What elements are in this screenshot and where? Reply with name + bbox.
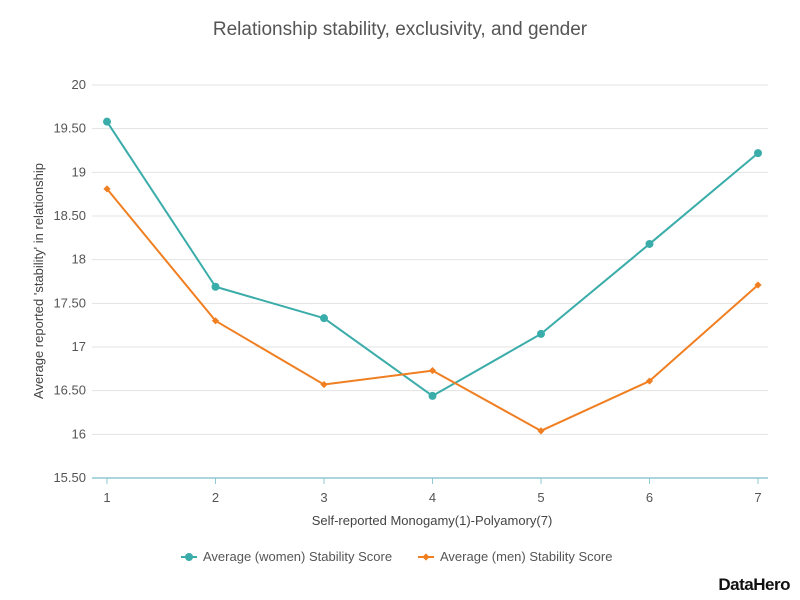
x-tick-label: 3 (320, 490, 327, 505)
y-tick-label: 17 (72, 339, 86, 354)
x-tick-label: 2 (212, 490, 219, 505)
y-tick-label: 18.50 (53, 208, 86, 223)
x-tick-label: 5 (537, 490, 544, 505)
data-point[interactable] (754, 149, 762, 158)
data-point[interactable] (103, 117, 111, 126)
data-point[interactable] (103, 185, 111, 193)
y-tick-label: 20 (72, 77, 86, 92)
legend-label: Average (women) Stability Score (203, 549, 392, 564)
x-tick-label: 1 (103, 490, 110, 505)
y-tick-label: 16 (72, 426, 86, 441)
data-point[interactable] (754, 281, 762, 289)
data-point[interactable] (428, 366, 437, 375)
brand-logo: DataHero (718, 575, 790, 594)
series-line (106, 121, 759, 397)
y-tick-label: 15.50 (53, 470, 86, 485)
series-women (103, 117, 762, 400)
legend-item-men[interactable]: Average (men) Stability Score (418, 549, 612, 564)
y-tick-label: 19.50 (53, 121, 86, 136)
x-tick-label: 6 (646, 490, 653, 505)
legend-marker (185, 553, 193, 561)
chart-title: Relationship stability, exclusivity, and… (213, 19, 588, 40)
data-point[interactable] (537, 329, 545, 338)
x-axis-ticks: 1 2 3 4 5 6 7 (103, 478, 762, 505)
y-tick-label: 17.50 (53, 295, 86, 310)
y-axis-label: Average reported 'stability' in relation… (31, 163, 46, 399)
data-point[interactable] (645, 239, 654, 248)
data-point[interactable] (320, 380, 328, 389)
data-point[interactable] (211, 282, 220, 291)
y-axis-ticks: 15.50 16 16.50 17 17.50 18 18.50 19 19.50 20 (53, 77, 86, 485)
legend-marker (422, 553, 430, 561)
data-point[interactable] (537, 427, 545, 435)
x-axis-label: Self-reported Monogamy(1)-Polyamory(7) (312, 513, 553, 528)
legend-label: Average (men) Stability Score (440, 549, 612, 564)
legend: Average (women) Stability Score Average (… (181, 549, 612, 564)
grid (92, 84, 768, 435)
data-point[interactable] (320, 314, 328, 323)
y-tick-label: 16.50 (53, 383, 86, 398)
data-point[interactable] (645, 377, 654, 385)
series-men (103, 185, 762, 435)
y-tick-label: 18 (72, 252, 86, 267)
y-tick-label: 19 (72, 164, 86, 179)
data-point[interactable] (211, 317, 220, 325)
legend-item-women[interactable]: Average (women) Stability Score (181, 549, 392, 564)
x-tick-label: 7 (754, 490, 761, 505)
series-layer (103, 117, 762, 435)
data-point[interactable] (428, 391, 437, 400)
x-tick-label: 4 (429, 490, 436, 505)
